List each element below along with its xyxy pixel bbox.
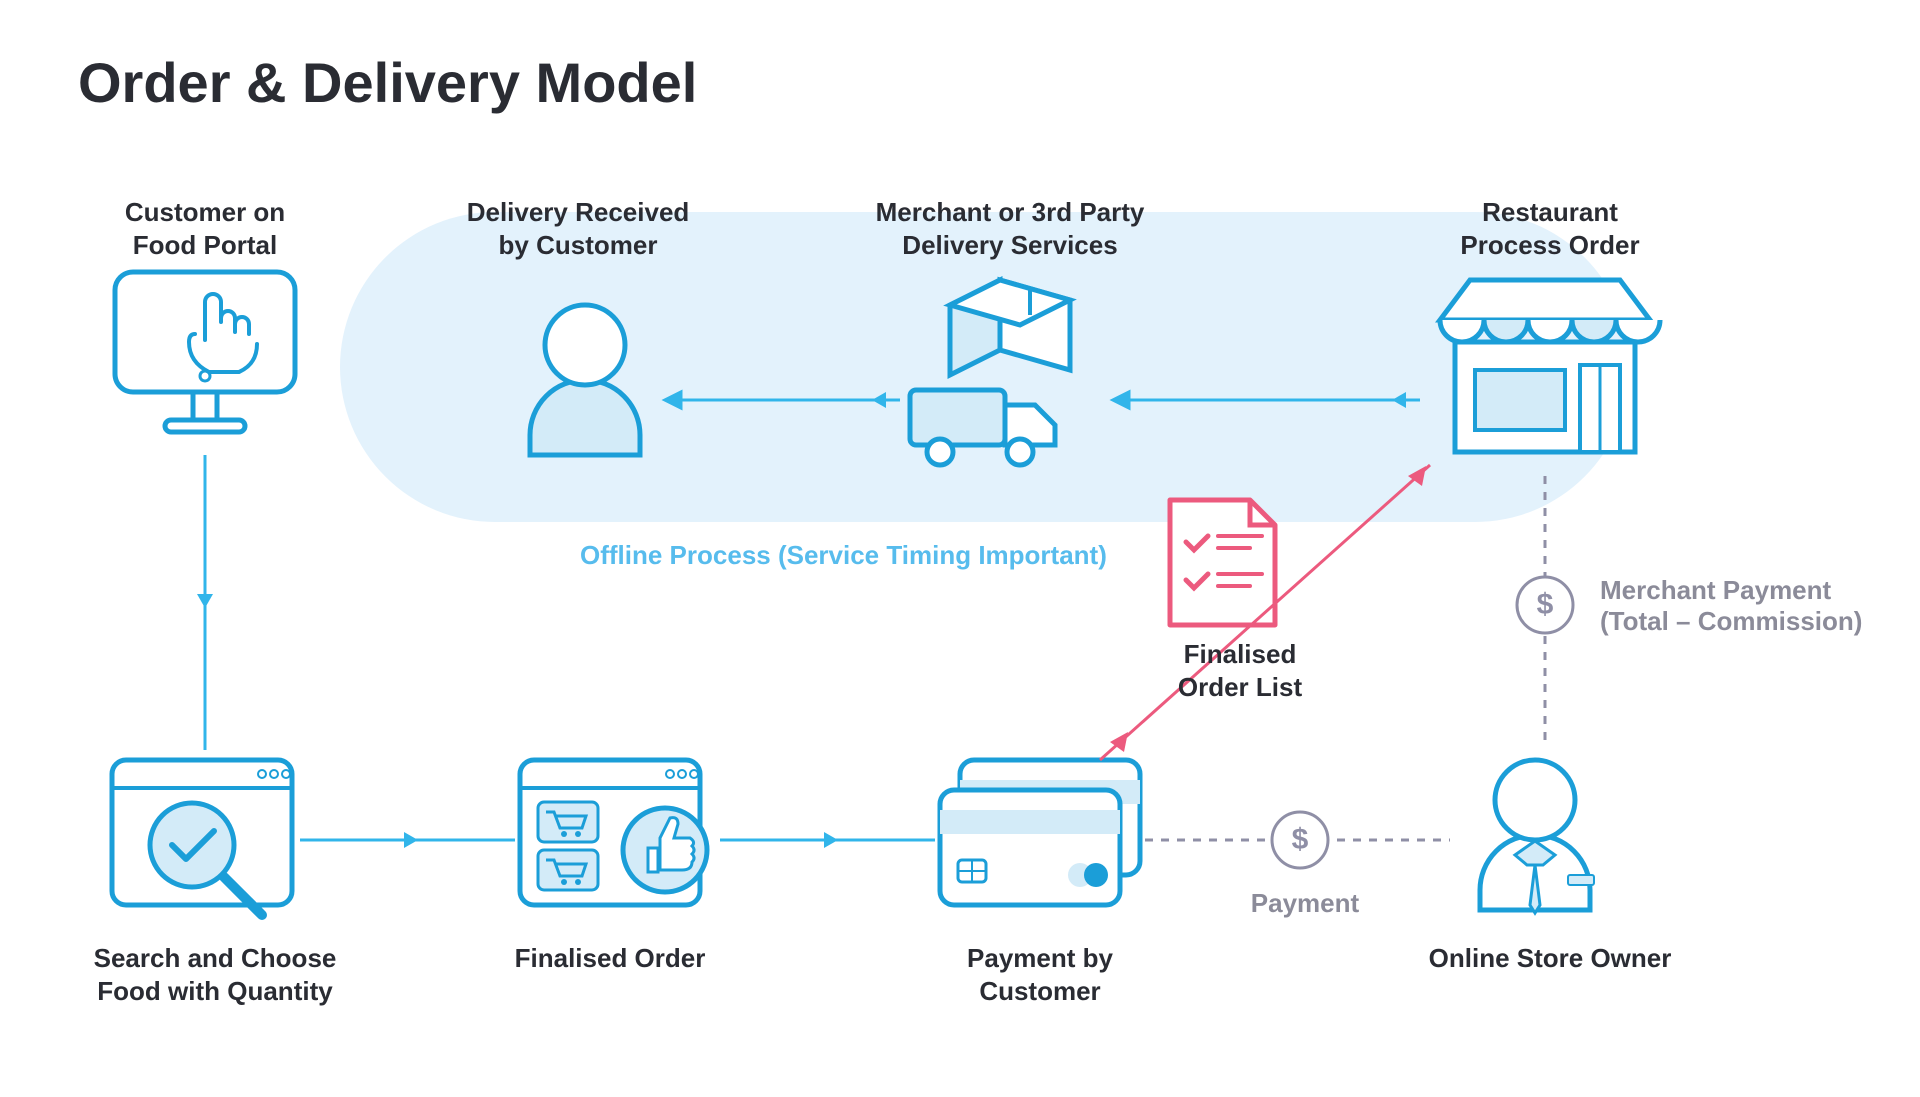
checklist-icon <box>1170 500 1275 625</box>
truck-box-icon <box>910 280 1070 465</box>
owner-to-restaurant-caption: Merchant Payment(Total – Commission) <box>1600 575 1900 637</box>
delivery_received-label: Delivery Receivedby Customer <box>428 196 728 261</box>
svg-text:$: $ <box>1537 588 1554 621</box>
svg-text:$: $ <box>1292 823 1309 856</box>
finalised_list-label: FinalisedOrder List <box>1150 638 1330 703</box>
browser-magnifier-icon <box>112 760 292 915</box>
finalised_order-label: Finalised Order <box>480 942 740 975</box>
restaurant-label: RestaurantProcess Order <box>1420 196 1680 261</box>
storefront-icon <box>1440 280 1660 452</box>
store-owner-icon <box>1480 760 1594 913</box>
search_choose-label: Search and ChooseFood with Quantity <box>70 942 360 1007</box>
store_owner-label: Online Store Owner <box>1400 942 1700 975</box>
delivery_services-label: Merchant or 3rd PartyDelivery Services <box>840 196 1180 261</box>
monitor-pointer-icon <box>115 272 295 432</box>
diagram-canvas: Order & Delivery Model $ $ Customer onFoo… <box>0 0 1920 1097</box>
credit-cards-icon <box>940 760 1140 905</box>
browser-thumbsup-icon <box>520 760 707 905</box>
page-title: Order & Delivery Model <box>78 50 697 115</box>
offline-caption: Offline Process (Service Timing Importan… <box>580 540 1107 571</box>
payment-to-owner-caption: Payment <box>1240 888 1370 919</box>
customer-person-icon <box>530 305 640 455</box>
payment_customer-label: Payment byCustomer <box>920 942 1160 1007</box>
customer_portal-label: Customer onFood Portal <box>95 196 315 261</box>
